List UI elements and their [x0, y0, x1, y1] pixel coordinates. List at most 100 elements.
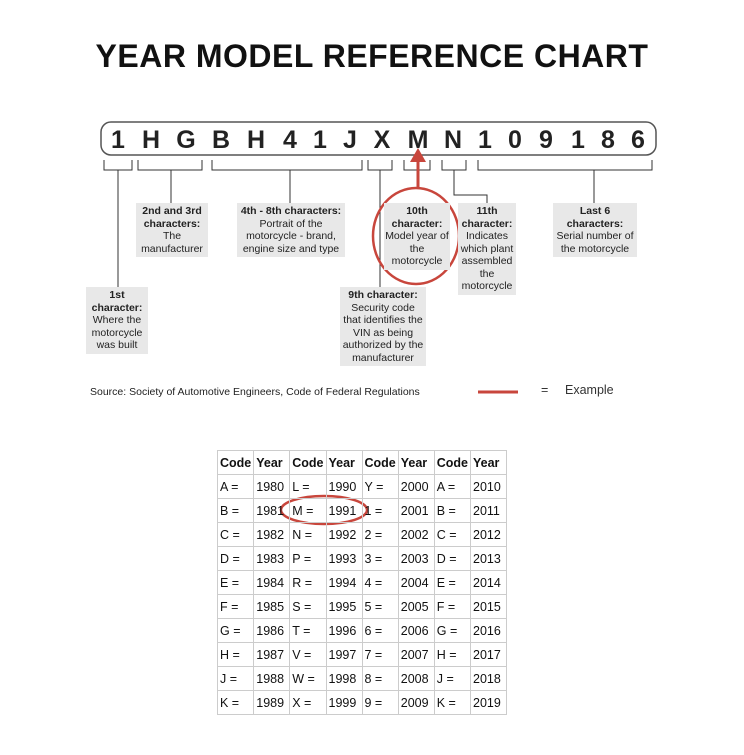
table-cell: 2014 [470, 570, 507, 595]
table-cell: 1990 [325, 474, 363, 499]
legend-label: Example [565, 383, 614, 397]
table-cell: 1980 [253, 474, 291, 499]
table-row: G = 1986 T = 1996 6 = 2006 G = 2016 [216, 618, 507, 643]
table-cell: 7 = [361, 642, 399, 667]
table-cell: 2006 [397, 618, 435, 643]
table-cell: 1995 [325, 594, 363, 619]
annotation-text: Serial number of the motorcycle [556, 230, 634, 255]
table-cell: F = [216, 594, 255, 619]
table-cell: 4 = [361, 570, 399, 595]
annotation-heading: 11th character: [461, 205, 513, 230]
table-cell: E = [433, 570, 472, 595]
vin-box [100, 121, 657, 156]
header-cell: Year [397, 450, 435, 475]
table-cell: 1986 [253, 618, 291, 643]
table-cell: K = [216, 690, 255, 715]
table-cell: 2007 [397, 642, 435, 667]
vin-char: G [176, 126, 195, 154]
table-cell: 2002 [397, 522, 435, 547]
vin-char: H [142, 126, 160, 154]
table-cell: W = [289, 666, 327, 691]
annotation: 9th character: Security code that identif… [340, 287, 426, 366]
table-cell: 1 = [361, 498, 399, 523]
vin-char: 1 [478, 126, 492, 154]
table-cell: 2005 [397, 594, 435, 619]
header-row: Code Year Code Year Code Year Code Year [216, 450, 507, 475]
vin-char: N [444, 126, 462, 154]
table-cell: 1984 [253, 570, 291, 595]
table-cell: B = [433, 498, 472, 523]
vin-char: 6 [631, 126, 645, 154]
table-cell: 3 = [361, 546, 399, 571]
table-cell: 1983 [253, 546, 291, 571]
table-cell: T = [289, 618, 327, 643]
table-cell: 2015 [470, 594, 507, 619]
annotation-text: Where the motorcycle was built [91, 314, 143, 351]
table-cell: 1998 [325, 666, 363, 691]
table-cell: 2001 [397, 498, 435, 523]
table-cell: 1999 [325, 690, 363, 715]
table-cell: 1994 [325, 570, 363, 595]
source: Source: Society of Automotive Engineers,… [90, 386, 420, 398]
annotation: 1st character: Where the motorcycle was b… [86, 287, 148, 354]
table-cell: P = [289, 546, 327, 571]
vin-char: 0 [508, 126, 522, 154]
table-cell: B = [216, 498, 255, 523]
title: YEAR MODEL REFERENCE CHART [95, 38, 649, 74]
table-cell: S = [289, 594, 327, 619]
table-cell: 1988 [253, 666, 291, 691]
annotation-heading: 2nd and 3rd characters: [142, 205, 202, 230]
table-cell: J = [433, 666, 472, 691]
annotation: 10th character: Model year of the motorcy… [384, 203, 450, 270]
vin-char: 1 [111, 126, 125, 154]
table-cell: D = [216, 546, 255, 571]
table-cell: 5 = [361, 594, 399, 619]
table-row: C = 1982 N = 1992 2 = 2002 C = 2012 [216, 522, 507, 547]
table-cell: G = [216, 618, 255, 643]
table-row: B = 1981 M = 1991 1 = 2001 B = 2011 [216, 498, 507, 523]
table-cell: 9 = [361, 690, 399, 715]
legend-symbol: = [541, 383, 549, 397]
table-cell: H = [433, 642, 472, 667]
header-cell: Code [433, 450, 472, 475]
year-table: Code Year Code Year Code Year Code Year A = 1980 L… [216, 450, 507, 715]
table-cell: A = [433, 474, 472, 499]
vin-char: 8 [601, 126, 615, 154]
table-cell: 1993 [325, 546, 363, 571]
brackets [103, 160, 653, 287]
vin-char: J [343, 126, 357, 154]
table-cell: E = [216, 570, 255, 595]
table-cell: D = [433, 546, 472, 571]
table-cell: 2016 [470, 618, 507, 643]
annotation: 2nd and 3rd characters: The manufacturer [136, 203, 208, 257]
header-cell: Code [289, 450, 327, 475]
vin-char: H [247, 126, 265, 154]
vin-char: 1 [313, 126, 327, 154]
vin-char: M [408, 126, 429, 154]
vin-char: 1 [571, 126, 585, 154]
table-cell: L = [289, 474, 327, 499]
table-cell: G = [433, 618, 472, 643]
table-cell: H = [216, 642, 255, 667]
annotation-heading: 9th character: [348, 289, 418, 301]
table-row: H = 1987 V = 1997 7 = 2007 H = 2017 [216, 642, 507, 667]
annotation-text: The manufacturer [141, 230, 203, 255]
table-cell: 1997 [325, 642, 363, 667]
table-cell: X = [289, 690, 327, 715]
annotation-heading: 1st character: [91, 289, 143, 314]
table-row: A = 1980 L = 1990 Y = 2000 A = 2010 [216, 474, 507, 499]
annotation-heading: 4th - 8th characters: [240, 205, 342, 217]
table-cell: 2003 [397, 546, 435, 571]
table-cell: 2008 [397, 666, 435, 691]
table-row: K = 1989 X = 1999 9 = 2009 K = 2019 [216, 690, 507, 715]
arrow-head [410, 148, 426, 162]
table-cell: 1982 [253, 522, 291, 547]
table-cell: 1985 [253, 594, 291, 619]
vin-char: B [212, 126, 230, 154]
annotation-heading: Last 6 characters: [566, 205, 624, 230]
table-cell: C = [433, 522, 472, 547]
table-cell: R = [289, 570, 327, 595]
table-cell: 1992 [325, 522, 363, 547]
table-cell: N = [289, 522, 327, 547]
